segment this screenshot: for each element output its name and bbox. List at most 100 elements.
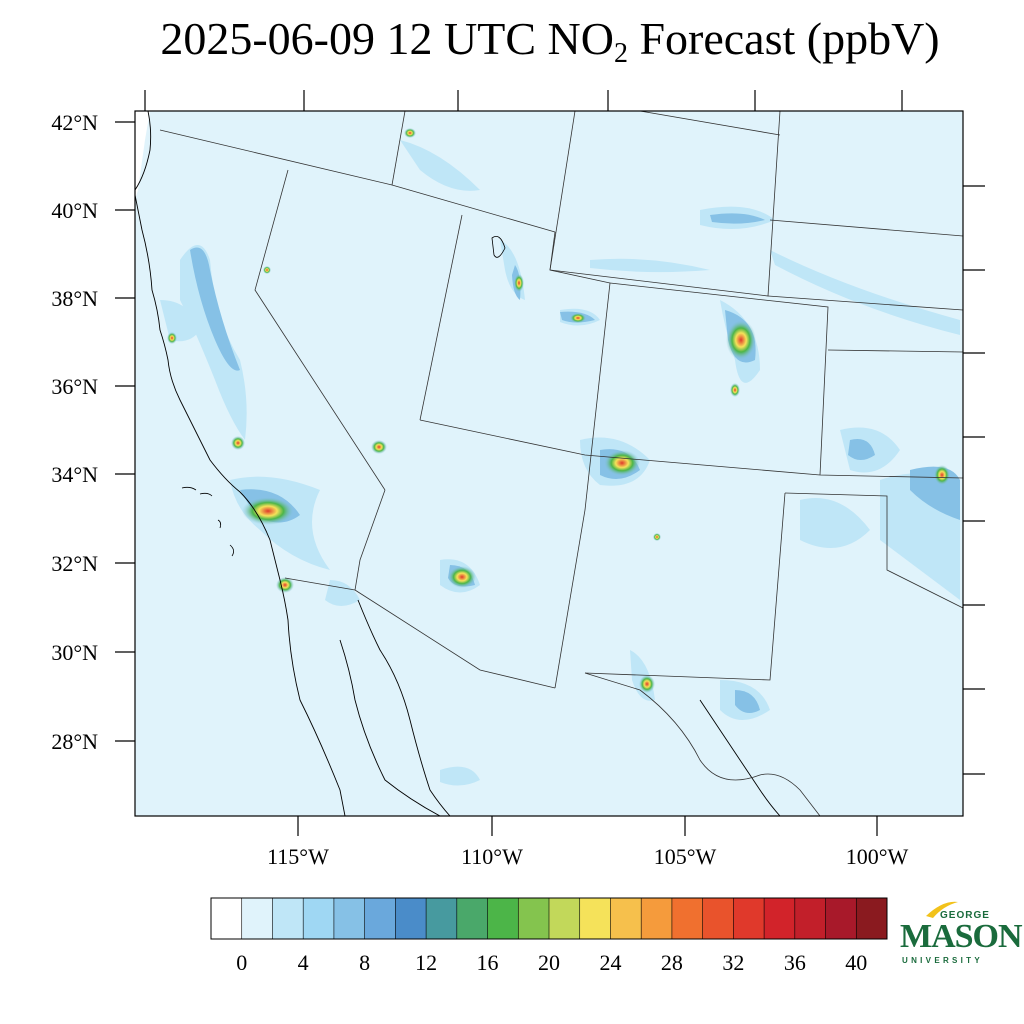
- border-ca-mexico: [284, 577, 356, 591]
- border-id-or: [391, 111, 406, 186]
- border-ca-nv: [254, 169, 386, 491]
- border-ut-co-az-nm: [554, 282, 611, 689]
- border-36n: [419, 419, 963, 479]
- hotspot-denver: [726, 320, 756, 360]
- hotspot-los-angeles: [242, 497, 294, 525]
- hotspot-roswell: [653, 533, 661, 541]
- colorbar-tick-label: 8: [359, 950, 370, 975]
- colorbar-swatch: [395, 898, 427, 939]
- colorbar-swatch: [733, 898, 765, 939]
- colorbar-swatch: [303, 898, 335, 939]
- logo-university: UNIVERSITY: [902, 956, 984, 965]
- colorbar-swatch: [272, 898, 304, 939]
- gmu-logo-icon: [926, 901, 958, 918]
- lat-label: 28°N: [51, 729, 98, 754]
- logo-mason: MASON: [900, 918, 1023, 955]
- colorbar-tick-label: 16: [477, 950, 499, 975]
- colorbar-tick-label: 20: [538, 950, 560, 975]
- colorbar-swatch: [456, 898, 489, 939]
- hotspot-grand-junction: [570, 313, 586, 323]
- lat-label: 36°N: [51, 374, 98, 399]
- hotspot-phoenix: [448, 566, 476, 588]
- colorbar-swatch: [671, 898, 704, 939]
- bottom-ticks: [297, 816, 878, 836]
- hotspot-bakersfield: [231, 436, 245, 450]
- border-nm-tx: [584, 492, 786, 681]
- colorbar-labels: 0 4 8 12 16 20 24 28 32 36 40: [236, 950, 867, 975]
- lat-label: 42°N: [51, 110, 98, 135]
- border-tx-ok: [784, 492, 963, 609]
- hotspot-bay-area: [167, 332, 177, 344]
- colorbar-tick-label: 0: [236, 950, 247, 975]
- great-salt-lake: [491, 235, 506, 258]
- colorbar-swatch: [610, 898, 642, 939]
- state-borders: [159, 111, 963, 816]
- colorbar-tick-label: 36: [784, 950, 806, 975]
- colorbar-swatch: [518, 898, 550, 939]
- lat-label: 38°N: [51, 286, 98, 311]
- lat-label: 32°N: [51, 551, 98, 576]
- colorbar-swatch: [333, 898, 366, 939]
- border-id-wy: [549, 111, 576, 271]
- hotspot-oklahoma: [934, 465, 950, 485]
- border-us-mexico-rio: [584, 672, 821, 816]
- lat-label: 40°N: [51, 198, 98, 223]
- colorbar-swatch: [579, 898, 611, 939]
- coastline: [135, 111, 441, 816]
- top-ticks: [144, 90, 903, 111]
- lat-labels: 42°N 40°N 38°N 36°N 34°N 32°N 30°N 28°N: [51, 110, 98, 754]
- hotspot-reno: [263, 266, 271, 274]
- gulf-shore: [357, 599, 451, 816]
- colorbar-swatch: [364, 898, 396, 939]
- hotspot-boise: [404, 128, 416, 138]
- colorbar-tick-label: 24: [599, 950, 621, 975]
- hotspot-layer: [167, 128, 950, 693]
- hotspot-el-paso: [639, 675, 655, 693]
- colorbar-swatch: [702, 898, 734, 939]
- colorbar-tick-label: 28: [661, 950, 683, 975]
- lon-labels: 115°W 110°W 105°W 100°W: [267, 844, 908, 869]
- map-background: [135, 111, 963, 816]
- map-frame: [134, 110, 964, 817]
- right-ticks: [963, 185, 985, 775]
- lon-label: 115°W: [267, 844, 329, 869]
- colorbar-swatch: [487, 898, 519, 939]
- colorbar-tick-label: 12: [415, 950, 437, 975]
- channel-islands: [181, 486, 234, 557]
- ocean-area: [135, 111, 150, 200]
- colorbar-tick-label: 32: [722, 950, 744, 975]
- hotspot-colorado-springs: [730, 383, 740, 397]
- hotspot-las-vegas: [371, 440, 387, 454]
- left-ticks: [115, 121, 135, 742]
- colorbar-tick-label: 4: [298, 950, 309, 975]
- map-plot-area: [135, 111, 963, 816]
- chart-title: 2025-06-09 12 UTC NO2 Forecast (ppbV): [160, 13, 940, 69]
- border-ks-ok: [827, 349, 963, 353]
- lon-label: 100°W: [846, 844, 909, 869]
- lon-label: 105°W: [654, 844, 717, 869]
- hotspot-albuquerque: [604, 450, 640, 476]
- border-nv-ut: [419, 214, 463, 421]
- lon-label: 110°W: [461, 844, 523, 869]
- colorbar-swatch: [764, 898, 796, 939]
- colorbar-tick-label: 40: [845, 950, 867, 975]
- border-ne-ks: [767, 295, 963, 311]
- colorbar-swatch: [794, 898, 827, 939]
- border-sd-ne: [769, 219, 963, 237]
- colorbar-swatch: [641, 898, 673, 939]
- hotspot-salt-lake: [514, 274, 524, 292]
- colorbar-swatch: [825, 898, 857, 939]
- colorbar-frame: [210, 897, 888, 940]
- lat-label: 30°N: [51, 640, 98, 665]
- border-mt-wy: [639, 111, 781, 136]
- lat-label: 34°N: [51, 462, 98, 487]
- logo-george: GEORGE: [940, 910, 990, 921]
- border-co: [609, 282, 829, 476]
- colorbar: [210, 897, 888, 940]
- colorbar-swatch: [241, 898, 273, 939]
- colorbar-swatch: [211, 898, 243, 939]
- colorbar-swatch: [426, 898, 458, 939]
- texas-coast: [699, 699, 781, 816]
- colorbar-swatch: [549, 898, 581, 939]
